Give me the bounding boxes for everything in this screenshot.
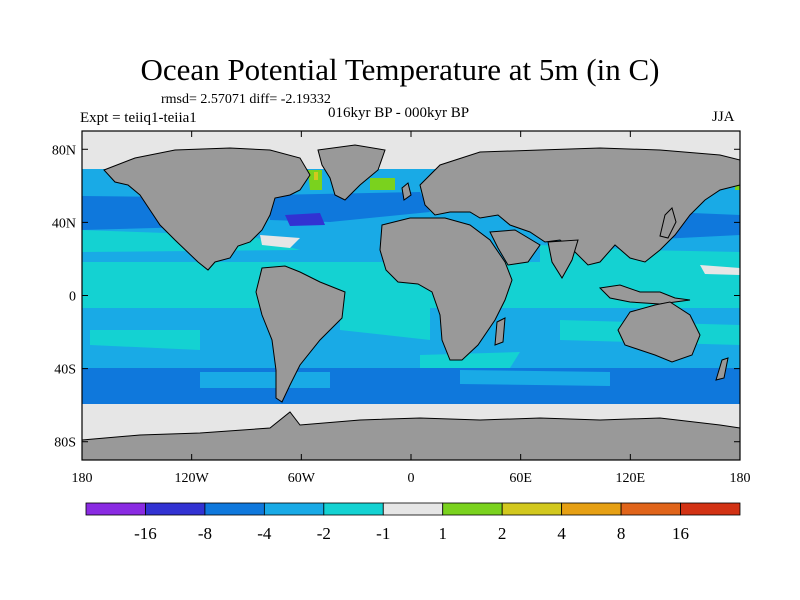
uk [401,182,412,201]
warm-patches [308,170,740,190]
lat-tick-label: 40S [54,363,76,378]
colorbar-swatch [501,502,563,516]
indonesia [598,284,691,305]
colorbar-swatch [204,502,265,516]
madagascar [494,317,506,346]
latitude-labels: 80N 40N 0 40S 80S [52,143,76,450]
africa [379,217,513,361]
new-zealand [715,357,729,381]
japan [659,207,677,239]
colorbar-swatch [263,502,325,516]
experiment-label: Expt = teiiq1-teiia1 [80,110,197,126]
colorbar-label: 1 [438,524,447,543]
land [82,144,740,460]
colorbar-swatch [145,502,206,516]
period-label: 016kyr BP - 000kyr BP [328,105,470,121]
colorbar-label: 8 [617,524,626,543]
lat-tick-label: 0 [69,290,76,305]
colorbar-label: -4 [257,524,272,543]
stats-line: rmsd= 2.57071 diff= -2.19332 [161,92,331,107]
colorbar-swatch [561,502,622,516]
southern-ocean-warm [200,370,610,388]
lat-tick-label: 80N [52,143,76,158]
south-america [255,265,346,403]
australia [617,301,701,363]
lat-tick-label: 80S [54,436,76,451]
longitude-labels: 180 120W 60W 0 60E 120E 180 [72,471,751,486]
colorbar-label: 2 [498,524,507,543]
figure-title: Ocean Potential Temperature at 5m (in C) [140,52,660,87]
colorbar-label: 4 [557,524,566,543]
arabia [489,229,541,266]
north-america [103,147,311,271]
subtropical-patches [82,230,740,368]
temperature-field [82,131,740,460]
colorbar-swatch [442,502,503,516]
lon-tick-label: 120E [616,471,646,486]
colorbar-label: -8 [198,524,212,543]
lon-tick-label: 180 [72,471,93,486]
longitude-ticks [81,131,741,460]
colorbar-swatch [382,502,444,516]
greenland [317,144,386,201]
india [547,239,579,279]
colorbar-labels: -16 -8 -4 -2 -1 1 2 4 8 16 [134,524,689,543]
lon-tick-label: 60W [288,471,316,486]
colorbar-swatch [680,502,741,516]
colorbar-label: -16 [134,524,157,543]
season-label: JJA [712,109,735,125]
colorbar [85,502,741,516]
lon-tick-label: 0 [408,471,415,486]
lat-tick-label: 40N [52,216,76,231]
lon-tick-label: 180 [730,471,751,486]
lon-tick-label: 120W [175,471,210,486]
colorbar-swatch [620,502,681,516]
colorbar-label: -1 [376,524,390,543]
lon-tick-label: 60E [509,471,532,486]
colorbar-label: 16 [672,524,689,543]
colorbar-swatch [85,502,146,516]
antarctica [82,411,740,460]
warm-patch-yellow [314,172,318,180]
southern-ocean-band [82,368,740,406]
colorbar-swatch [323,502,384,516]
latitude-ticks [82,148,740,443]
colorbar-label: -2 [317,524,331,543]
